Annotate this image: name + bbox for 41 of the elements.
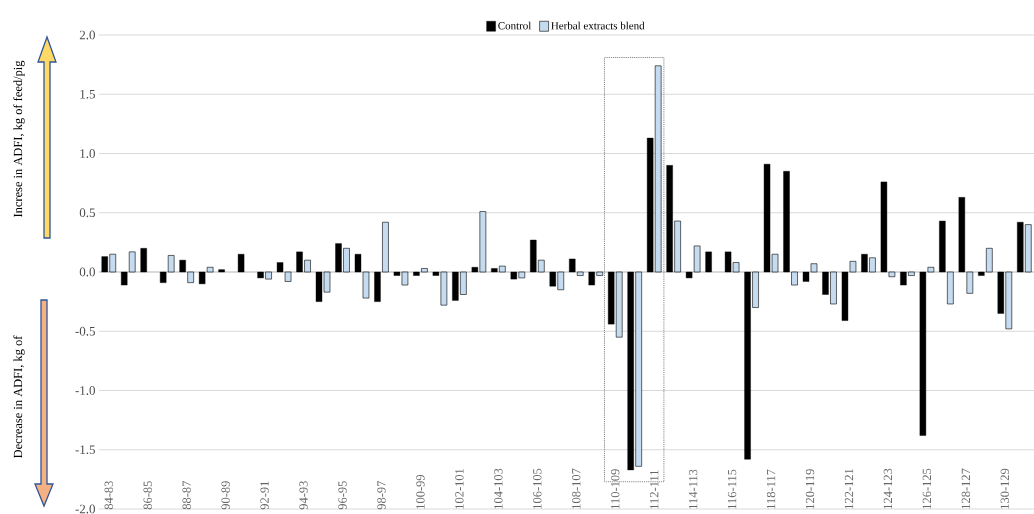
- x-tick-label: 100-99: [416, 474, 425, 509]
- x-tick-label: 122-121: [844, 468, 854, 509]
- x-tick-label: 110-109: [611, 469, 620, 509]
- x-tick-label: 84-83: [104, 481, 113, 510]
- y-tick-label: 0.0: [79, 267, 95, 277]
- x-tick-label: 118-117: [766, 469, 776, 509]
- x-tick-label: 98-97: [377, 481, 386, 510]
- y-axis-title: Increse in ADFI, kg of feed/pig: [13, 60, 25, 218]
- y-tick-label: -1.0: [75, 386, 95, 395]
- x-tick-label: 88-87: [182, 481, 191, 510]
- bar: [140, 248, 147, 273]
- x-tick-label: 130-129: [1000, 468, 1009, 509]
- y-tick-label: -2.0: [75, 504, 95, 514]
- x-tick-label: 112-111: [650, 470, 659, 509]
- x-tick-label: 128-127: [961, 468, 971, 509]
- legend-label: Control: [498, 21, 532, 30]
- bar: [237, 254, 245, 273]
- x-tick-label: 106-105: [533, 468, 542, 509]
- y-tick-label: 2.0: [79, 30, 95, 40]
- x-tick-label: 94-93: [299, 481, 308, 510]
- x-tick-label: 124-123: [883, 468, 893, 509]
- x-tick-label: 86-85: [143, 481, 152, 510]
- x-tick-label: 104-103: [494, 468, 503, 509]
- bar: [705, 251, 712, 273]
- x-tick-label: 114-113: [688, 469, 698, 509]
- y-tick-label: 1.0: [80, 149, 95, 158]
- x-tick-label: 108-107: [572, 468, 581, 509]
- x-tick-label: 96-95: [338, 481, 347, 510]
- bar: [218, 269, 225, 273]
- x-tick-label: 92-91: [260, 481, 269, 510]
- x-tick-label: 90-89: [221, 481, 230, 510]
- y-tick-label: -0.5: [75, 326, 95, 336]
- x-tick-label: 102-101: [455, 468, 464, 509]
- x-tick-label: 116-115: [727, 469, 737, 509]
- legend-label: Herbal extracts blend: [551, 21, 645, 30]
- x-tick-label: 120-119: [805, 469, 815, 509]
- text: Decrease in ADFI, kg of: [13, 335, 25, 459]
- y-tick-label: 0.5: [79, 208, 95, 218]
- y-tick-label: 1.5: [80, 89, 95, 99]
- y-tick-label: -1.5: [75, 445, 95, 455]
- x-tick-label: 126-125: [922, 468, 932, 509]
